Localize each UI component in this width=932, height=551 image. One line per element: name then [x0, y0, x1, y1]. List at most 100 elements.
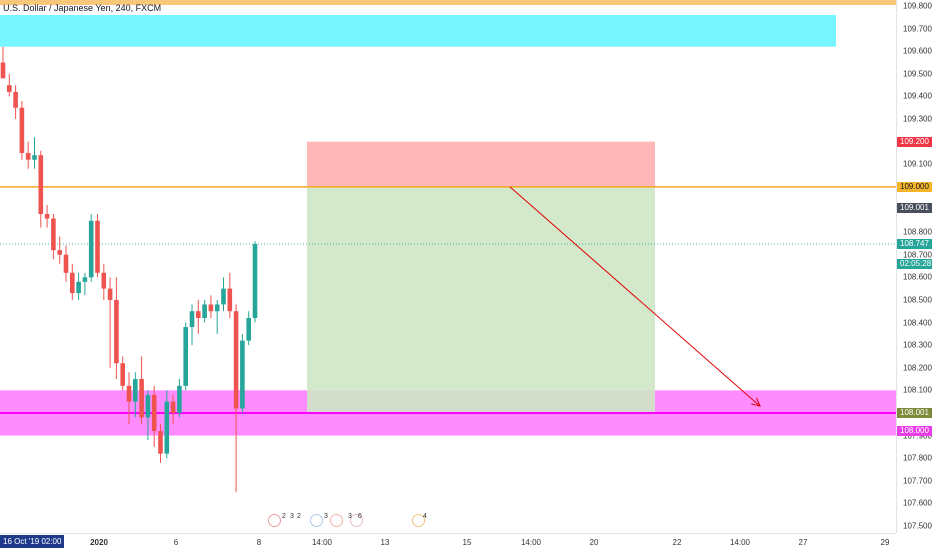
candle: [183, 327, 188, 386]
event-count: 2: [297, 513, 301, 520]
event-flag-icon[interactable]: [330, 514, 343, 527]
candle: [13, 91, 18, 108]
candle: [88, 220, 94, 278]
candle: [120, 363, 125, 386]
time-tick: 14:00: [520, 538, 542, 547]
candle: [164, 401, 170, 454]
price-label: 109.001: [897, 203, 932, 214]
time-tick: 14:00: [311, 538, 333, 547]
event-flag-icon[interactable]: [310, 514, 323, 527]
candle: [126, 385, 132, 402]
price-label: 109.000: [897, 181, 932, 192]
price-tick: 109.600: [903, 46, 932, 56]
candle: [177, 385, 182, 413]
candle: [63, 254, 69, 273]
resistance-zone: [0, 15, 836, 47]
time-tick: 2020: [90, 538, 108, 547]
candle: [25, 152, 31, 160]
price-tick: 107.500: [903, 521, 932, 531]
event-flag-icon[interactable]: [412, 514, 425, 527]
candle: [38, 155, 44, 214]
candle: [51, 218, 56, 251]
event-count: 3: [348, 513, 352, 520]
price-tick: 108.400: [903, 318, 932, 328]
candle: [252, 244, 258, 318]
price-tick: 109.300: [903, 114, 932, 124]
price-tick: 109.700: [903, 24, 932, 34]
candle: [233, 311, 239, 409]
price-tick: 109.800: [903, 1, 932, 11]
candle: [145, 394, 151, 418]
candle: [240, 340, 245, 409]
time-tick: 15: [462, 538, 472, 547]
top-level-band: [0, 0, 896, 5]
time-tick: 8: [256, 538, 262, 547]
candle: [133, 379, 138, 402]
candle: [202, 304, 207, 318]
price-tick: 107.700: [903, 476, 932, 486]
time-tick: 6: [173, 538, 179, 547]
event-flag-icon[interactable]: [268, 514, 281, 527]
candle: [70, 272, 75, 294]
price-tick: 107.800: [903, 453, 932, 463]
symbol-legend: U.S. Dollar / Japanese Yen, 240, FXCM: [3, 3, 162, 13]
event-flag-icon[interactable]: [350, 514, 363, 527]
take-profit-area: [307, 186, 655, 413]
event-count: 3: [290, 513, 294, 520]
candle: [0, 62, 6, 79]
price-label: 108.001: [897, 407, 932, 418]
price-tick: 109.400: [903, 91, 932, 101]
event-count: 3: [324, 513, 328, 520]
forecast-arrowhead: [751, 397, 761, 407]
price-label: 108.000: [897, 426, 932, 437]
candle: [227, 288, 233, 312]
candle: [189, 311, 195, 328]
time-tick: 27: [798, 538, 808, 547]
price-tick: 109.500: [903, 69, 932, 79]
price-tick: 108.800: [903, 227, 932, 237]
time-tick: 14:00: [729, 538, 751, 547]
candle: [57, 250, 62, 255]
candle: [196, 311, 201, 318]
cursor-date-label: 16 Oct '19 02:00: [0, 535, 65, 548]
price-tick: 108.300: [903, 340, 932, 350]
candle: [214, 304, 220, 312]
scale-corner: [896, 533, 932, 550]
chart-pane[interactable]: U.S. Dollar / Japanese Yen, 240, FXCM: [0, 0, 896, 533]
time-tick: 13: [380, 538, 390, 547]
candle: [170, 401, 176, 413]
candle: [151, 394, 157, 432]
forecast-arrow: [509, 186, 761, 407]
price-label: 02:05:28: [897, 258, 932, 269]
price-tick: 108.600: [903, 272, 932, 282]
price-scale[interactable]: 109.800 109.700 109.600 109.500 109.400 109.3…: [896, 0, 932, 533]
candle: [76, 281, 81, 294]
time-tick: 22: [672, 538, 682, 547]
candle: [107, 288, 113, 300]
price-tick: 109.100: [903, 159, 932, 169]
price-label: 109.200: [897, 136, 932, 147]
price-tick: 108.200: [903, 363, 932, 373]
price-tick: 108.500: [903, 295, 932, 305]
price-tick: 108.700: [903, 250, 932, 260]
candle: [246, 318, 251, 341]
event-count: 2: [282, 513, 286, 520]
event-count: 4: [423, 513, 427, 520]
candle: [221, 288, 226, 305]
stop-loss-area: [307, 141, 655, 187]
candle: [158, 431, 163, 454]
candle: [208, 304, 214, 312]
candle: [82, 277, 88, 282]
candle: [7, 85, 12, 92]
time-tick: 20: [589, 538, 599, 547]
candle: [32, 155, 37, 160]
time-tick: 29: [880, 538, 890, 547]
candle: [101, 272, 107, 289]
candle: [95, 220, 100, 273]
event-count: 6: [358, 513, 362, 520]
candlestick-chart[interactable]: [0, 0, 896, 533]
candle: [139, 379, 144, 418]
price-label: 108.747: [897, 239, 932, 250]
time-scale[interactable]: 16 Oct '19 02:00 2020 6 8 14:00 13 15 14:00 20 2…: [0, 533, 896, 551]
candle: [19, 107, 25, 153]
